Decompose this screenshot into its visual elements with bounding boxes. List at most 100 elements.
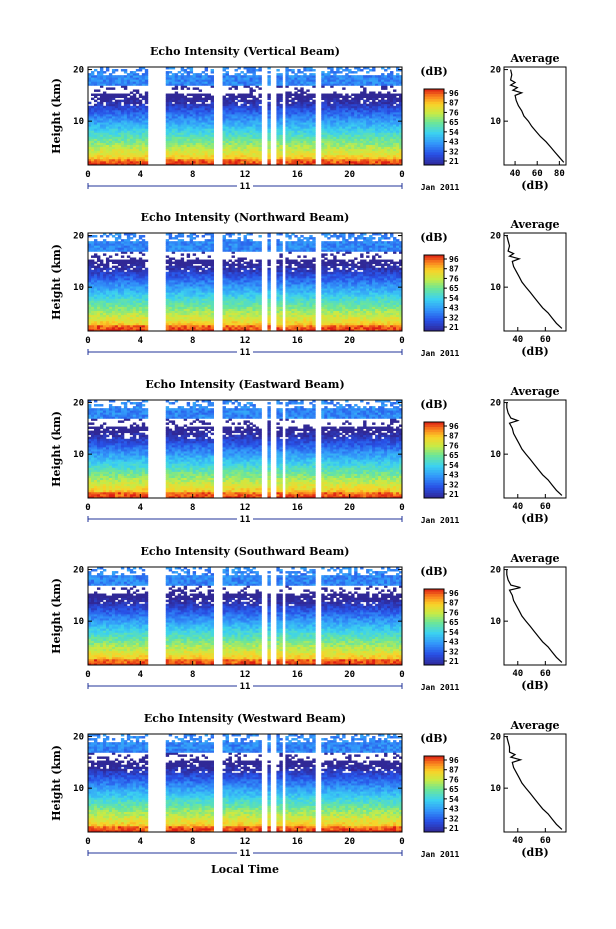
heatmap-cell [309, 73, 312, 75]
heatmap-cell [124, 69, 127, 71]
heatmap-cell [255, 75, 258, 77]
heatmap-cell [97, 94, 100, 96]
heatmap-cell [396, 104, 399, 106]
heatmap-cell [190, 75, 193, 77]
heatmap-cell [372, 75, 375, 77]
heatmap-cell [279, 94, 282, 96]
heatmap-cell [241, 94, 244, 96]
heatmap-cell [121, 106, 124, 108]
heatmap-cell [267, 71, 270, 73]
heatmap-cell [297, 94, 300, 96]
heatmap-cell [184, 96, 187, 98]
heatmap-cell [354, 94, 357, 96]
heatmap-cell [378, 75, 381, 77]
heatmap-cell [288, 75, 291, 77]
heatmap-cell [136, 106, 139, 108]
heatmap-cell [321, 94, 324, 96]
panel-title: Echo Intensity (Northward Beam) [141, 211, 350, 224]
heatmap-cell [166, 94, 169, 96]
heatmap-cell [238, 73, 241, 75]
heatmap-cell [288, 69, 291, 71]
heatmap-cell [241, 75, 244, 77]
colorbar-swatch [424, 117, 444, 120]
heatmap-cell [97, 102, 100, 104]
heatmap-cell [223, 96, 226, 98]
heatmap-cell [247, 100, 250, 102]
heatmap-cell [121, 75, 124, 77]
heatmap-cell [235, 96, 238, 98]
heatmap-cell [375, 102, 378, 104]
heatmap-cell [232, 75, 235, 77]
heatmap-cell [375, 94, 378, 96]
heatmap-cell [232, 94, 235, 96]
heatmap-cell [205, 94, 208, 96]
heatmap-cell [303, 96, 306, 98]
heatmap-cell [97, 98, 100, 100]
colorbar-tick-label: 32 [449, 147, 459, 156]
heatmap-cell [288, 92, 291, 94]
heatmap-cell [139, 94, 142, 96]
heatmap-cell [112, 94, 115, 96]
heatmap-cell [187, 87, 190, 89]
heatmap-cell [366, 104, 369, 106]
heatmap-cell [199, 73, 202, 75]
heatmap-cell [342, 75, 345, 77]
heatmap-cell [300, 87, 303, 89]
heatmap-cell [121, 69, 124, 71]
heatmap-cell [366, 71, 369, 73]
heatmap-cell [249, 75, 252, 77]
heatmap-cell [360, 75, 363, 77]
heatmap-cell [300, 71, 303, 73]
heatmap-cell [339, 100, 342, 102]
x-tick-label: 12 [240, 170, 251, 180]
colorbar-swatch [424, 99, 444, 102]
heatmap-cell [276, 94, 279, 96]
heatmap-cell [100, 94, 103, 96]
heatmap-cell [291, 94, 294, 96]
heatmap-cell [103, 106, 106, 108]
heatmap-cell [184, 69, 187, 71]
heatmap-cell [187, 104, 190, 106]
heatmap-cell [366, 94, 369, 96]
heatmap-cell [303, 73, 306, 75]
heatmap-cell [127, 94, 130, 96]
heatmap-cell [279, 73, 282, 75]
heatmap-cell [387, 92, 390, 94]
heatmap-cell [175, 92, 178, 94]
heatmap-cell [255, 98, 258, 100]
heatmap-cell [321, 102, 324, 104]
heatmap-cell [109, 94, 112, 96]
heatmap-cell [258, 75, 261, 77]
heatmap-cell [124, 75, 127, 77]
heatmap-cell [124, 94, 127, 96]
heatmap-cell [354, 71, 357, 73]
x-tick-label: 4 [138, 170, 144, 180]
panel-0: Echo Intensity (Vertical Beam)2010Height… [50, 45, 566, 192]
heatmap-cell [369, 75, 372, 77]
heatmap-cell [181, 94, 184, 96]
heatmap-cell [208, 94, 211, 96]
heatmap-cell [106, 94, 109, 96]
heatmap-cell [357, 94, 360, 96]
heatmap-cell [118, 75, 121, 77]
colorbar-swatch [424, 137, 444, 140]
colorbar-unit: (dB) [420, 65, 447, 78]
heatmap-cell [133, 94, 136, 96]
heatmap-cell [88, 73, 91, 75]
x-tick-label: 8 [190, 170, 195, 180]
heatmap-cell [130, 96, 133, 98]
heatmap-cell [208, 75, 211, 77]
heatmap-cell [136, 69, 139, 71]
heatmap-cell [321, 71, 324, 73]
heatmap-cell [312, 73, 315, 75]
heatmap-cell [115, 69, 118, 71]
heatmap-cell [196, 94, 199, 96]
heatmap-cell [178, 94, 181, 96]
heatmap-cell [199, 94, 202, 96]
heatmap-cell [309, 102, 312, 104]
heatmap-cell [229, 87, 232, 89]
heatmap-cell [336, 94, 339, 96]
heatmap-cell [172, 104, 175, 106]
heatmap-cell [106, 75, 109, 77]
